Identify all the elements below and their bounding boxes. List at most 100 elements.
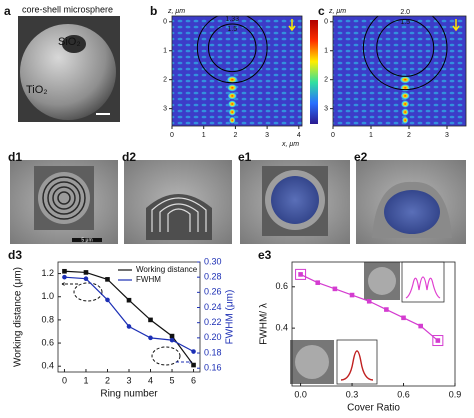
focus — [400, 100, 410, 108]
x-tick-label: 0 — [331, 132, 335, 139]
focus — [227, 91, 238, 100]
x-tick-label: 1 — [83, 375, 88, 385]
panel-label: e2 — [354, 150, 368, 164]
x-tick-label: 0.3 — [346, 389, 359, 399]
x-axis-label: Cover Ratio — [347, 403, 400, 414]
focus — [226, 83, 238, 92]
marker — [349, 292, 355, 298]
legend-label: Working distance — [136, 265, 198, 274]
x-tick-label: 4 — [297, 132, 301, 139]
marker — [366, 298, 372, 304]
panel-title: core-shell microsphere — [22, 4, 113, 14]
panel-label: d1 — [8, 150, 22, 164]
panel-label: b — [150, 4, 157, 18]
annotation: TiO₂ — [26, 84, 48, 96]
focus — [228, 116, 236, 125]
y2-tick-label: 0.18 — [204, 347, 222, 357]
y2-tick-label: 0.20 — [204, 332, 222, 342]
x-tick-label: 3 — [445, 132, 449, 139]
focus — [401, 116, 409, 125]
panel-label: c — [318, 4, 325, 18]
focus — [227, 100, 237, 108]
sem-image — [240, 160, 350, 244]
annotation: 1.5 — [227, 26, 237, 33]
x-tick-label: 3 — [265, 132, 269, 139]
sem-image — [124, 160, 232, 244]
y-tick-label: 1 — [324, 48, 328, 55]
arrow — [288, 19, 296, 32]
y-tick-label: 0.6 — [275, 281, 288, 291]
x-tick-label: 0 — [62, 375, 67, 385]
y2-tick-label: 0.24 — [204, 302, 222, 312]
colorbar — [310, 20, 318, 124]
annotation: SiO₂ — [58, 36, 81, 48]
marker — [401, 315, 406, 321]
marker — [191, 349, 196, 354]
marker — [148, 335, 153, 341]
y-tick-label: 0 — [324, 19, 328, 26]
y-tick-label: 3 — [163, 105, 167, 112]
x-tick-label: 0.0 — [294, 389, 307, 399]
x-tick-label: 2 — [233, 132, 237, 139]
frame — [291, 261, 456, 387]
x-tick-label: 6 — [191, 375, 196, 385]
x-tick-label: 0.6 — [397, 389, 410, 399]
marker — [105, 297, 110, 303]
y2-tick-label: 0.28 — [204, 272, 222, 282]
marker — [62, 274, 67, 280]
marker — [332, 286, 338, 292]
y-tick-label: 1.0 — [41, 291, 54, 301]
y2-tick-label: 0.22 — [204, 317, 222, 327]
focus — [400, 91, 411, 100]
marker — [126, 297, 132, 303]
marker — [105, 277, 110, 282]
annotation: 1.5 — [400, 19, 410, 26]
highlight — [295, 268, 307, 280]
marker — [126, 324, 132, 329]
y-tick-label: 1.2 — [41, 268, 54, 278]
panel-label: d2 — [122, 150, 136, 164]
highlight — [432, 335, 444, 347]
focus — [226, 75, 239, 84]
marker — [384, 307, 389, 312]
marker — [169, 333, 175, 339]
x-tick-label: 5 — [170, 375, 175, 385]
panel-label: e3 — [258, 248, 272, 262]
focus — [401, 108, 410, 117]
inset — [290, 261, 445, 385]
annotation: 1.33 — [225, 16, 239, 23]
y-tick-label: 0.4 — [275, 323, 288, 333]
field — [172, 16, 302, 126]
y-tick-label: 0 — [163, 19, 167, 26]
y-tick-label: 0.6 — [41, 337, 54, 347]
core — [207, 23, 257, 73]
x-tick-label: 4 — [148, 375, 153, 385]
annotation: 2.0 — [400, 9, 410, 16]
marker — [191, 362, 196, 368]
marker — [435, 338, 441, 343]
marker — [83, 270, 89, 275]
y-tick-label: 1 — [163, 48, 167, 55]
core — [376, 18, 435, 77]
y2-tick-label: 0.30 — [204, 256, 222, 266]
y2-tick-label: 0.16 — [204, 363, 222, 373]
x-tick-label: 3 — [126, 375, 131, 385]
y2-axis-label: FWHM (μm) — [225, 290, 236, 345]
y-tick-label: 0.8 — [41, 314, 54, 324]
focus — [399, 83, 411, 92]
marker — [315, 280, 321, 285]
marker — [169, 337, 175, 343]
marker — [83, 276, 89, 281]
x-tick-label: 0 — [170, 132, 174, 139]
x-axis-label: x, μm — [281, 141, 299, 148]
x-axis-label: Ring number — [100, 389, 158, 400]
x-tick-label: 1 — [202, 132, 206, 139]
arrow — [452, 19, 460, 32]
field-bg — [333, 16, 466, 126]
scale-label: 5 μm — [81, 237, 92, 243]
x-tick-label: 1 — [369, 132, 373, 139]
y2-tick-label: 0.26 — [204, 287, 222, 297]
panel-label: d3 — [8, 248, 22, 262]
frame — [171, 15, 303, 127]
